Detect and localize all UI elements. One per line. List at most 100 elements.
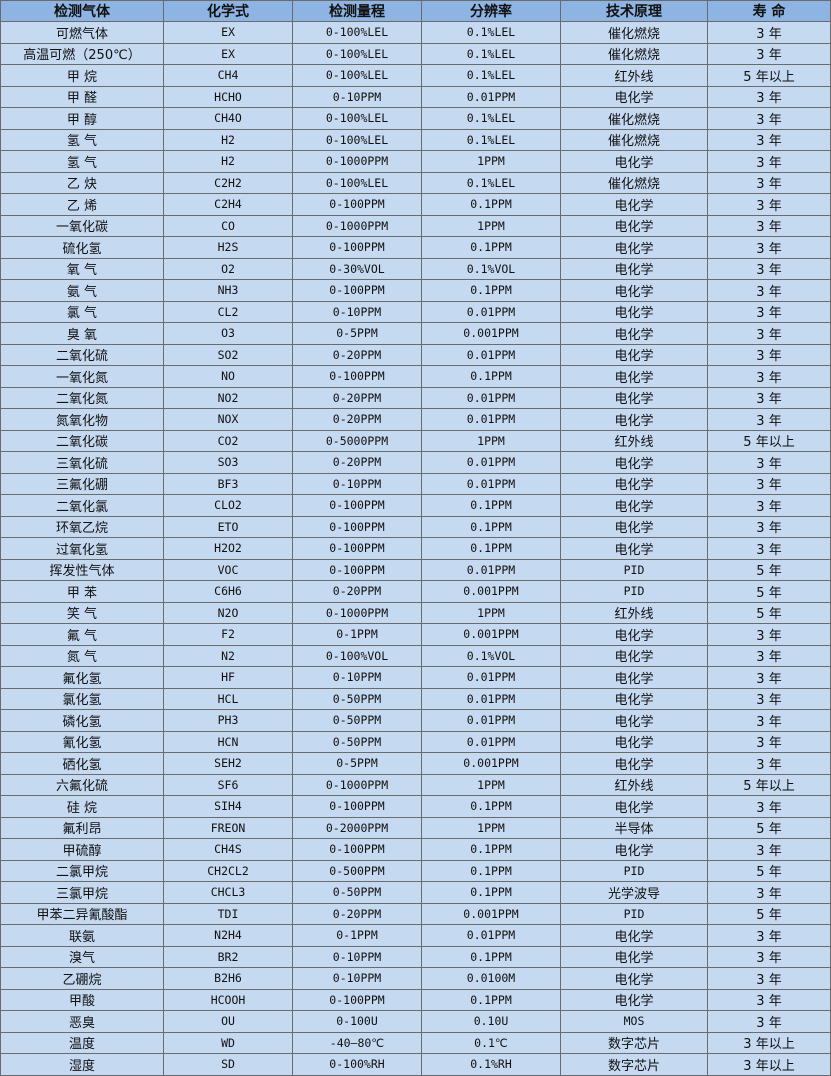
cell-principle: MOS [560, 1010, 708, 1033]
cell-range: 0-100%RH [292, 1053, 422, 1076]
cell-lifetime: 3 年 [707, 666, 831, 689]
cell-gas: 三氟化硼 [0, 472, 164, 495]
cell-lifetime: 3 年 [707, 795, 831, 818]
table-row: 甲苯二异氰酸酯 TDI 0-20PPM 0.001PPM PID 5 年 [0, 902, 831, 925]
cell-formula: O2 [163, 257, 293, 280]
cell-range: 0-100%LEL [292, 171, 422, 194]
cell-gas: 一氧化氮 [0, 365, 164, 388]
cell-principle: 数字芯片 [560, 1053, 708, 1076]
cell-principle: 电化学 [560, 730, 708, 753]
cell-formula: N2 [163, 644, 293, 667]
table-row: 甲 苯 C6H6 0-20PPM 0.001PPM PID 5 年 [0, 580, 831, 603]
cell-lifetime: 5 年以上 [707, 429, 831, 452]
cell-formula: CHCL3 [163, 881, 293, 904]
cell-principle: 电化学 [560, 838, 708, 861]
table-row: 氮 气 N2 0-100%VOL 0.1%VOL 电化学 3 年 [0, 644, 831, 667]
cell-resolution: 0.01PPM [421, 687, 561, 710]
cell-range: 0-100PPM [292, 558, 422, 581]
cell-formula: H2 [163, 128, 293, 151]
cell-resolution: 0.1%LEL [421, 42, 561, 65]
cell-formula: HCHO [163, 85, 293, 108]
table-row: 氟 气 F2 0-1PPM 0.001PPM 电化学 3 年 [0, 623, 831, 646]
cell-gas: 氧 气 [0, 257, 164, 280]
cell-resolution: 0.1%LEL [421, 128, 561, 151]
table-row: 乙硼烷 B2H6 0-10PPM 0.0100M 电化学 3 年 [0, 967, 831, 990]
table-row: 氨 气 NH3 0-100PPM 0.1PPM 电化学 3 年 [0, 279, 831, 302]
cell-formula: N2H4 [163, 924, 293, 947]
cell-principle: 电化学 [560, 967, 708, 990]
cell-resolution: 0.1%RH [421, 1053, 561, 1076]
cell-resolution: 1PPM [421, 150, 561, 173]
cell-resolution: 1PPM [421, 601, 561, 624]
cell-principle: 催化燃烧 [560, 171, 708, 194]
cell-range: 0-5000PPM [292, 429, 422, 452]
cell-lifetime: 3 年 [707, 838, 831, 861]
cell-formula: NOX [163, 408, 293, 431]
cell-resolution: 0.1PPM [421, 515, 561, 538]
table-row: 氟化氢 HF 0-10PPM 0.01PPM 电化学 3 年 [0, 666, 831, 689]
cell-formula: SD [163, 1053, 293, 1076]
table-row: 笑 气 N2O 0-1000PPM 1PPM 红外线 5 年 [0, 601, 831, 624]
cell-gas: 甲 醇 [0, 107, 164, 130]
cell-lifetime: 3 年 [707, 85, 831, 108]
cell-formula: VOC [163, 558, 293, 581]
cell-gas: 二氧化氯 [0, 494, 164, 517]
cell-range: 0-1000PPM [292, 773, 422, 796]
cell-range: 0-10PPM [292, 85, 422, 108]
table-row: 甲 醛 HCHO 0-10PPM 0.01PPM 电化学 3 年 [0, 85, 831, 108]
cell-gas: 甲 醛 [0, 85, 164, 108]
cell-lifetime: 3 年 [707, 236, 831, 259]
cell-principle: 红外线 [560, 429, 708, 452]
cell-resolution: 0.01PPM [421, 300, 561, 323]
cell-range: 0-100PPM [292, 193, 422, 216]
cell-lifetime: 3 年 [707, 257, 831, 280]
cell-gas: 硅 烷 [0, 795, 164, 818]
cell-gas: 联氨 [0, 924, 164, 947]
cell-formula: H2S [163, 236, 293, 259]
cell-principle: 电化学 [560, 150, 708, 173]
header-principle: 技术原理 [560, 0, 708, 22]
cell-formula: HCOOH [163, 988, 293, 1011]
cell-gas: 甲 烷 [0, 64, 164, 87]
cell-gas: 氟利昂 [0, 816, 164, 839]
cell-lifetime: 3 年 [707, 150, 831, 173]
cell-range: 0-10PPM [292, 945, 422, 968]
cell-formula: EX [163, 42, 293, 65]
cell-resolution: 0.1PPM [421, 193, 561, 216]
cell-resolution: 1PPM [421, 214, 561, 237]
cell-resolution: 0.01PPM [421, 451, 561, 474]
cell-lifetime: 3 年 [707, 881, 831, 904]
cell-gas: 溴气 [0, 945, 164, 968]
cell-formula: N2O [163, 601, 293, 624]
cell-formula: EX [163, 21, 293, 44]
cell-range: 0-1000PPM [292, 150, 422, 173]
cell-principle: 电化学 [560, 623, 708, 646]
header-lifetime: 寿 命 [707, 0, 831, 22]
cell-gas: 甲酸 [0, 988, 164, 1011]
cell-principle: 电化学 [560, 709, 708, 732]
cell-principle: 红外线 [560, 601, 708, 624]
cell-lifetime: 3 年 [707, 752, 831, 775]
cell-lifetime: 3 年 [707, 214, 831, 237]
cell-range: 0-100PPM [292, 988, 422, 1011]
cell-range: 0-10PPM [292, 300, 422, 323]
cell-formula: CH4O [163, 107, 293, 130]
cell-formula: PH3 [163, 709, 293, 732]
cell-lifetime: 5 年 [707, 859, 831, 882]
cell-resolution: 0.1PPM [421, 838, 561, 861]
cell-gas: 硒化氢 [0, 752, 164, 775]
header-range: 检测量程 [292, 0, 422, 22]
cell-principle: 电化学 [560, 537, 708, 560]
cell-lifetime: 3 年 [707, 171, 831, 194]
cell-principle: PID [560, 558, 708, 581]
cell-lifetime: 3 年 [707, 107, 831, 130]
cell-principle: 电化学 [560, 752, 708, 775]
cell-formula: CL2 [163, 300, 293, 323]
cell-principle: 电化学 [560, 472, 708, 495]
table-row: 乙 炔 C2H2 0-100%LEL 0.1%LEL 催化燃烧 3 年 [0, 171, 831, 194]
cell-resolution: 0.1PPM [421, 365, 561, 388]
cell-gas: 二氧化氮 [0, 386, 164, 409]
cell-range: 0-100%VOL [292, 644, 422, 667]
cell-principle: 电化学 [560, 644, 708, 667]
table-row: 三氟化硼 BF3 0-10PPM 0.01PPM 电化学 3 年 [0, 472, 831, 495]
